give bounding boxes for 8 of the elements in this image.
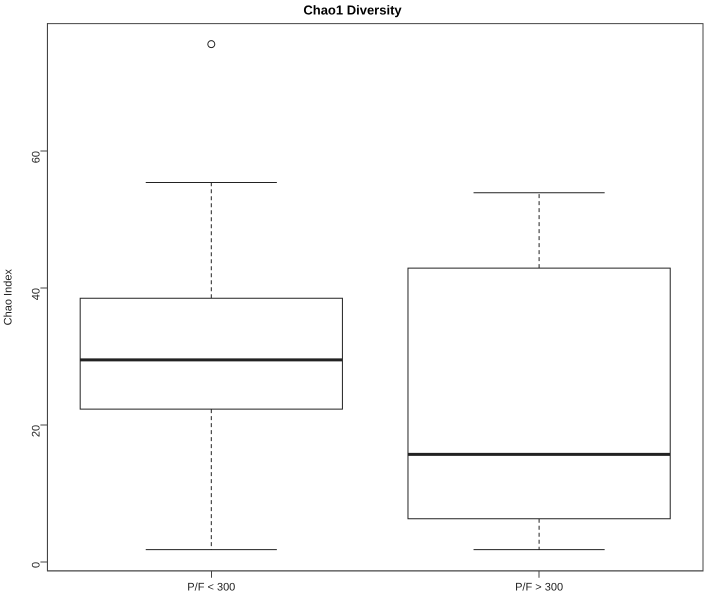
y-axis-title: Chao Index	[2, 268, 15, 326]
y-tick-label: 60	[30, 150, 42, 164]
x-tick-label: P/F < 300	[187, 581, 236, 594]
x-tick-label: P/F > 300	[515, 581, 564, 594]
y-tick-label: 0	[30, 562, 42, 568]
chart-title: Chao1 Diversity	[303, 2, 402, 18]
y-tick-label: 20	[30, 424, 42, 438]
y-tick-label: 40	[30, 288, 42, 300]
